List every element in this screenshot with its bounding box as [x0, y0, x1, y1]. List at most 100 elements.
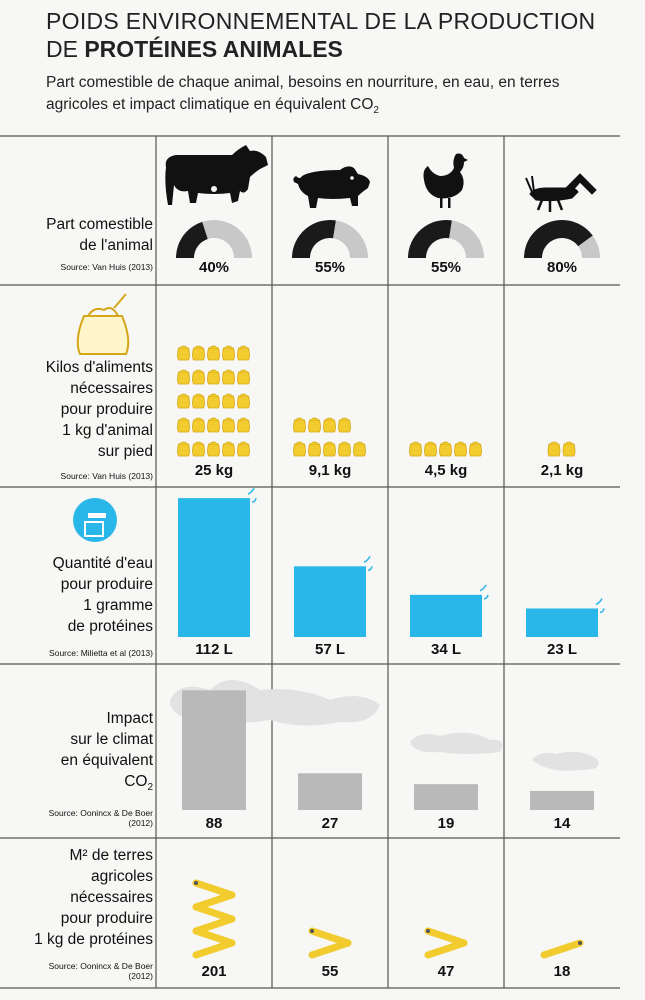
feed-sack-mark [192, 369, 205, 385]
ruler-segment [308, 939, 352, 959]
cricket-hind-leg [563, 173, 597, 197]
gauge-edible-arc [176, 221, 208, 258]
climate-label-line: sur le climat [70, 731, 153, 748]
ruler-segment [192, 939, 236, 959]
water-value-label: 57 L [314, 641, 345, 658]
feed-sack-mark [177, 417, 190, 433]
feed-sack-mark [237, 393, 250, 409]
feed-sack-mark [207, 417, 220, 433]
feed-sack-body [222, 347, 235, 361]
feed-sack-top [564, 441, 574, 445]
feed-sack-body [237, 395, 250, 409]
cricket-antennae [525, 175, 535, 193]
climate-value-label: 27 [321, 815, 339, 832]
feed-sack-top [340, 441, 349, 445]
gauge-inedible-arc [333, 220, 368, 258]
edible-value-label: 55% [430, 259, 462, 276]
feed-sack-body [207, 371, 220, 385]
edible-label-line: Part comestible [46, 216, 153, 233]
feed-sack-mark [192, 393, 205, 409]
feed-sack-top [239, 441, 248, 445]
feed-sack-top [209, 369, 218, 373]
feed-sack-mark [192, 441, 205, 457]
feed-sack-top [310, 441, 319, 445]
feed-sack-top [426, 441, 435, 445]
source-land-line: Source: Oonincx & De Boer [48, 961, 153, 971]
climate-co-sub: 2 [147, 782, 153, 794]
water-label-line: Quantité d'eau [52, 555, 153, 572]
pig-icon [293, 166, 370, 208]
gauge-inedible-arc [202, 220, 252, 258]
land-label-line: nécessaires [70, 889, 153, 906]
feed-sack-mark [222, 393, 235, 409]
climate-block [414, 784, 478, 810]
land-label-line: M² de terres [69, 847, 153, 864]
climate-value-label: 19 [437, 815, 455, 832]
feed-sack-top [179, 441, 188, 445]
feed-sack-top [179, 369, 188, 373]
climate-label-line: en équivalent [60, 752, 153, 769]
feed-sack-top [239, 369, 248, 373]
water-block [526, 608, 598, 637]
sack-scoop [113, 293, 127, 309]
land-label-line: agricoles [90, 868, 153, 885]
ruler-segment [424, 939, 468, 959]
feed-sack-mark [454, 441, 467, 457]
ruler-hinge [426, 929, 430, 933]
land-value-label: 55 [321, 963, 339, 980]
feed-sack-mark [237, 417, 250, 433]
feed-sack-top [456, 441, 465, 445]
water-drip [363, 555, 373, 572]
feed-sack-top [179, 393, 188, 397]
feed-sack-icon [76, 293, 130, 355]
feed-sack-body [207, 443, 220, 457]
climate-block [530, 790, 594, 810]
feed-sack-body [177, 443, 190, 457]
climate-block [182, 690, 246, 810]
land-value-label: 201 [201, 963, 227, 980]
row-label-land: M² de terres agricoles nécessaires pour … [34, 845, 153, 950]
feed-sack-top [325, 441, 334, 445]
feed-sack-mark [323, 417, 336, 433]
feed-sack-top [239, 345, 248, 349]
feed-sack-top [224, 345, 233, 349]
gauge-edible-arc [524, 219, 593, 258]
feed-sack-body [237, 371, 250, 385]
feed-sack-mark [338, 441, 351, 457]
feed-sack-top [340, 417, 349, 421]
feed-value-label: 2,1 kg [540, 462, 584, 479]
feed-sack-mark [207, 441, 220, 457]
source-land: Source: Oonincx & De Boer (2012) [49, 961, 153, 981]
feed-sack-mark [192, 345, 205, 361]
gauge-edible-arc [292, 220, 336, 258]
feed-sack-mark [207, 369, 220, 385]
ruler-segment [308, 927, 352, 947]
feed-sack-top [194, 393, 203, 397]
feed-label-line: pour produire [60, 401, 153, 418]
feed-value-label: 9,1 kg [308, 462, 352, 479]
feed-sack-body [192, 395, 205, 409]
chicken-leg [440, 198, 443, 208]
feed-sack-mark [207, 345, 220, 361]
gauge-inedible-arc [578, 235, 600, 258]
feed-sack-mark [207, 393, 220, 409]
feed-sack-body [293, 443, 306, 457]
title-bold: PROTÉINES ANIMALES [84, 36, 343, 62]
row-label-feed: Kilos d'aliments nécessaires pour produi… [46, 357, 153, 462]
source-land-line: (2012) [128, 971, 153, 981]
feed-sack-top [224, 441, 233, 445]
feed-sack-body [192, 419, 205, 433]
land-label-line: pour produire [60, 910, 153, 927]
feed-sack-mark [293, 417, 306, 433]
feed-sack-top [209, 441, 218, 445]
feed-sack-mark [293, 441, 306, 457]
feed-sack-body [338, 419, 351, 433]
feed-sack-mark [222, 345, 235, 361]
water-label-line: de protéines [67, 618, 153, 635]
water-value-label: 34 L [430, 641, 461, 658]
chicken-leg [448, 198, 451, 208]
feed-sack-body [192, 443, 205, 457]
feed-sack-body [222, 443, 235, 457]
edible-value-label: 40% [198, 259, 230, 276]
cow-icon [165, 145, 268, 205]
